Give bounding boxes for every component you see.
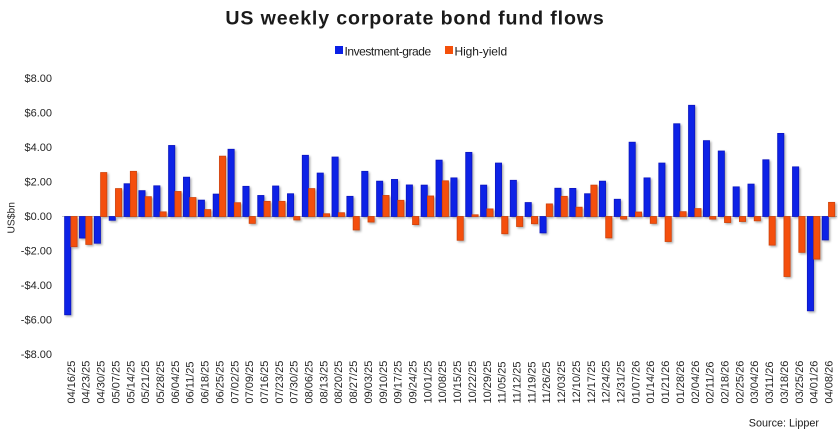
svg-text:04/01/26: 04/01/26 [809, 361, 821, 404]
svg-text:$0.00: $0.00 [24, 211, 52, 223]
svg-text:07/16/25: 07/16/25 [259, 361, 271, 404]
svg-text:02/18/26: 02/18/26 [719, 361, 731, 404]
svg-text:06/25/25: 06/25/25 [214, 361, 226, 404]
svg-text:12/24/25: 12/24/25 [601, 361, 613, 404]
svg-text:08/20/25: 08/20/25 [333, 361, 345, 404]
svg-text:10/29/25: 10/29/25 [482, 361, 494, 404]
svg-text:Source: Lipper: Source: Lipper [749, 418, 820, 430]
svg-text:High-yield: High-yield [455, 45, 508, 59]
svg-text:01/07/26: 01/07/26 [630, 361, 642, 404]
svg-text:-$6.00: -$6.00 [21, 314, 52, 326]
svg-text:04/08/26: 04/08/26 [823, 361, 835, 404]
svg-text:08/27/25: 08/27/25 [348, 361, 360, 404]
svg-text:01/14/26: 01/14/26 [645, 361, 657, 404]
svg-text:03/11/26: 03/11/26 [764, 361, 776, 403]
svg-text:$8.00: $8.00 [24, 73, 52, 85]
svg-text:01/28/26: 01/28/26 [675, 361, 687, 404]
svg-text:06/04/25: 06/04/25 [170, 361, 182, 404]
svg-text:11/26/25: 11/26/25 [541, 361, 553, 403]
svg-text:07/23/25: 07/23/25 [274, 361, 286, 404]
svg-text:06/11/25: 06/11/25 [185, 361, 197, 403]
svg-text:09/24/25: 09/24/25 [408, 361, 420, 404]
svg-text:12/31/25: 12/31/25 [615, 361, 627, 404]
svg-text:$6.00: $6.00 [24, 107, 52, 119]
svg-text:12/03/25: 12/03/25 [556, 361, 568, 404]
svg-text:02/11/26: 02/11/26 [705, 361, 717, 403]
svg-text:11/12/25: 11/12/25 [512, 361, 524, 403]
svg-text:10/22/25: 10/22/25 [467, 361, 479, 404]
svg-text:02/25/26: 02/25/26 [734, 361, 746, 404]
svg-text:12/17/25: 12/17/25 [586, 361, 598, 404]
svg-text:-$8.00: -$8.00 [21, 349, 52, 361]
svg-text:07/02/25: 07/02/25 [229, 361, 241, 404]
svg-text:-$2.00: -$2.00 [21, 245, 52, 257]
svg-text:02/04/26: 02/04/26 [690, 361, 702, 404]
svg-text:$2.00: $2.00 [24, 176, 52, 188]
svg-text:10/01/25: 10/01/25 [422, 361, 434, 404]
svg-text:04/16/25: 04/16/25 [66, 361, 78, 404]
svg-text:Investment-grade: Investment-grade [345, 45, 432, 59]
svg-text:10/15/25: 10/15/25 [452, 361, 464, 404]
svg-text:05/14/25: 05/14/25 [125, 361, 137, 404]
svg-text:05/07/25: 05/07/25 [110, 361, 122, 404]
svg-text:$4.00: $4.00 [24, 142, 52, 154]
svg-text:03/25/26: 03/25/26 [794, 361, 806, 404]
svg-text:08/13/25: 08/13/25 [318, 361, 330, 404]
svg-text:06/18/25: 06/18/25 [200, 361, 212, 404]
svg-text:04/23/25: 04/23/25 [81, 361, 93, 404]
svg-text:07/09/25: 07/09/25 [244, 361, 256, 404]
svg-text:05/21/25: 05/21/25 [140, 361, 152, 404]
svg-text:03/18/26: 03/18/26 [779, 361, 791, 404]
svg-text:03/04/26: 03/04/26 [749, 361, 761, 404]
svg-text:US$bn: US$bn [7, 202, 18, 234]
svg-text:09/10/25: 09/10/25 [378, 361, 390, 404]
svg-text:-$4.00: -$4.00 [21, 280, 52, 292]
svg-text:12/10/25: 12/10/25 [571, 361, 583, 404]
svg-text:US weekly corporate bond fund: US weekly corporate bond fund flows [225, 8, 604, 30]
svg-text:04/30/25: 04/30/25 [96, 361, 108, 404]
svg-text:01/21/26: 01/21/26 [660, 361, 672, 404]
svg-text:05/28/25: 05/28/25 [155, 361, 167, 404]
svg-text:07/30/25: 07/30/25 [289, 361, 301, 404]
svg-text:11/19/25: 11/19/25 [526, 361, 538, 403]
svg-text:09/03/25: 09/03/25 [363, 361, 375, 404]
svg-text:08/06/25: 08/06/25 [304, 361, 316, 404]
svg-text:09/17/25: 09/17/25 [393, 361, 405, 404]
svg-text:11/05/25: 11/05/25 [497, 361, 509, 403]
svg-text:10/08/25: 10/08/25 [437, 361, 449, 404]
